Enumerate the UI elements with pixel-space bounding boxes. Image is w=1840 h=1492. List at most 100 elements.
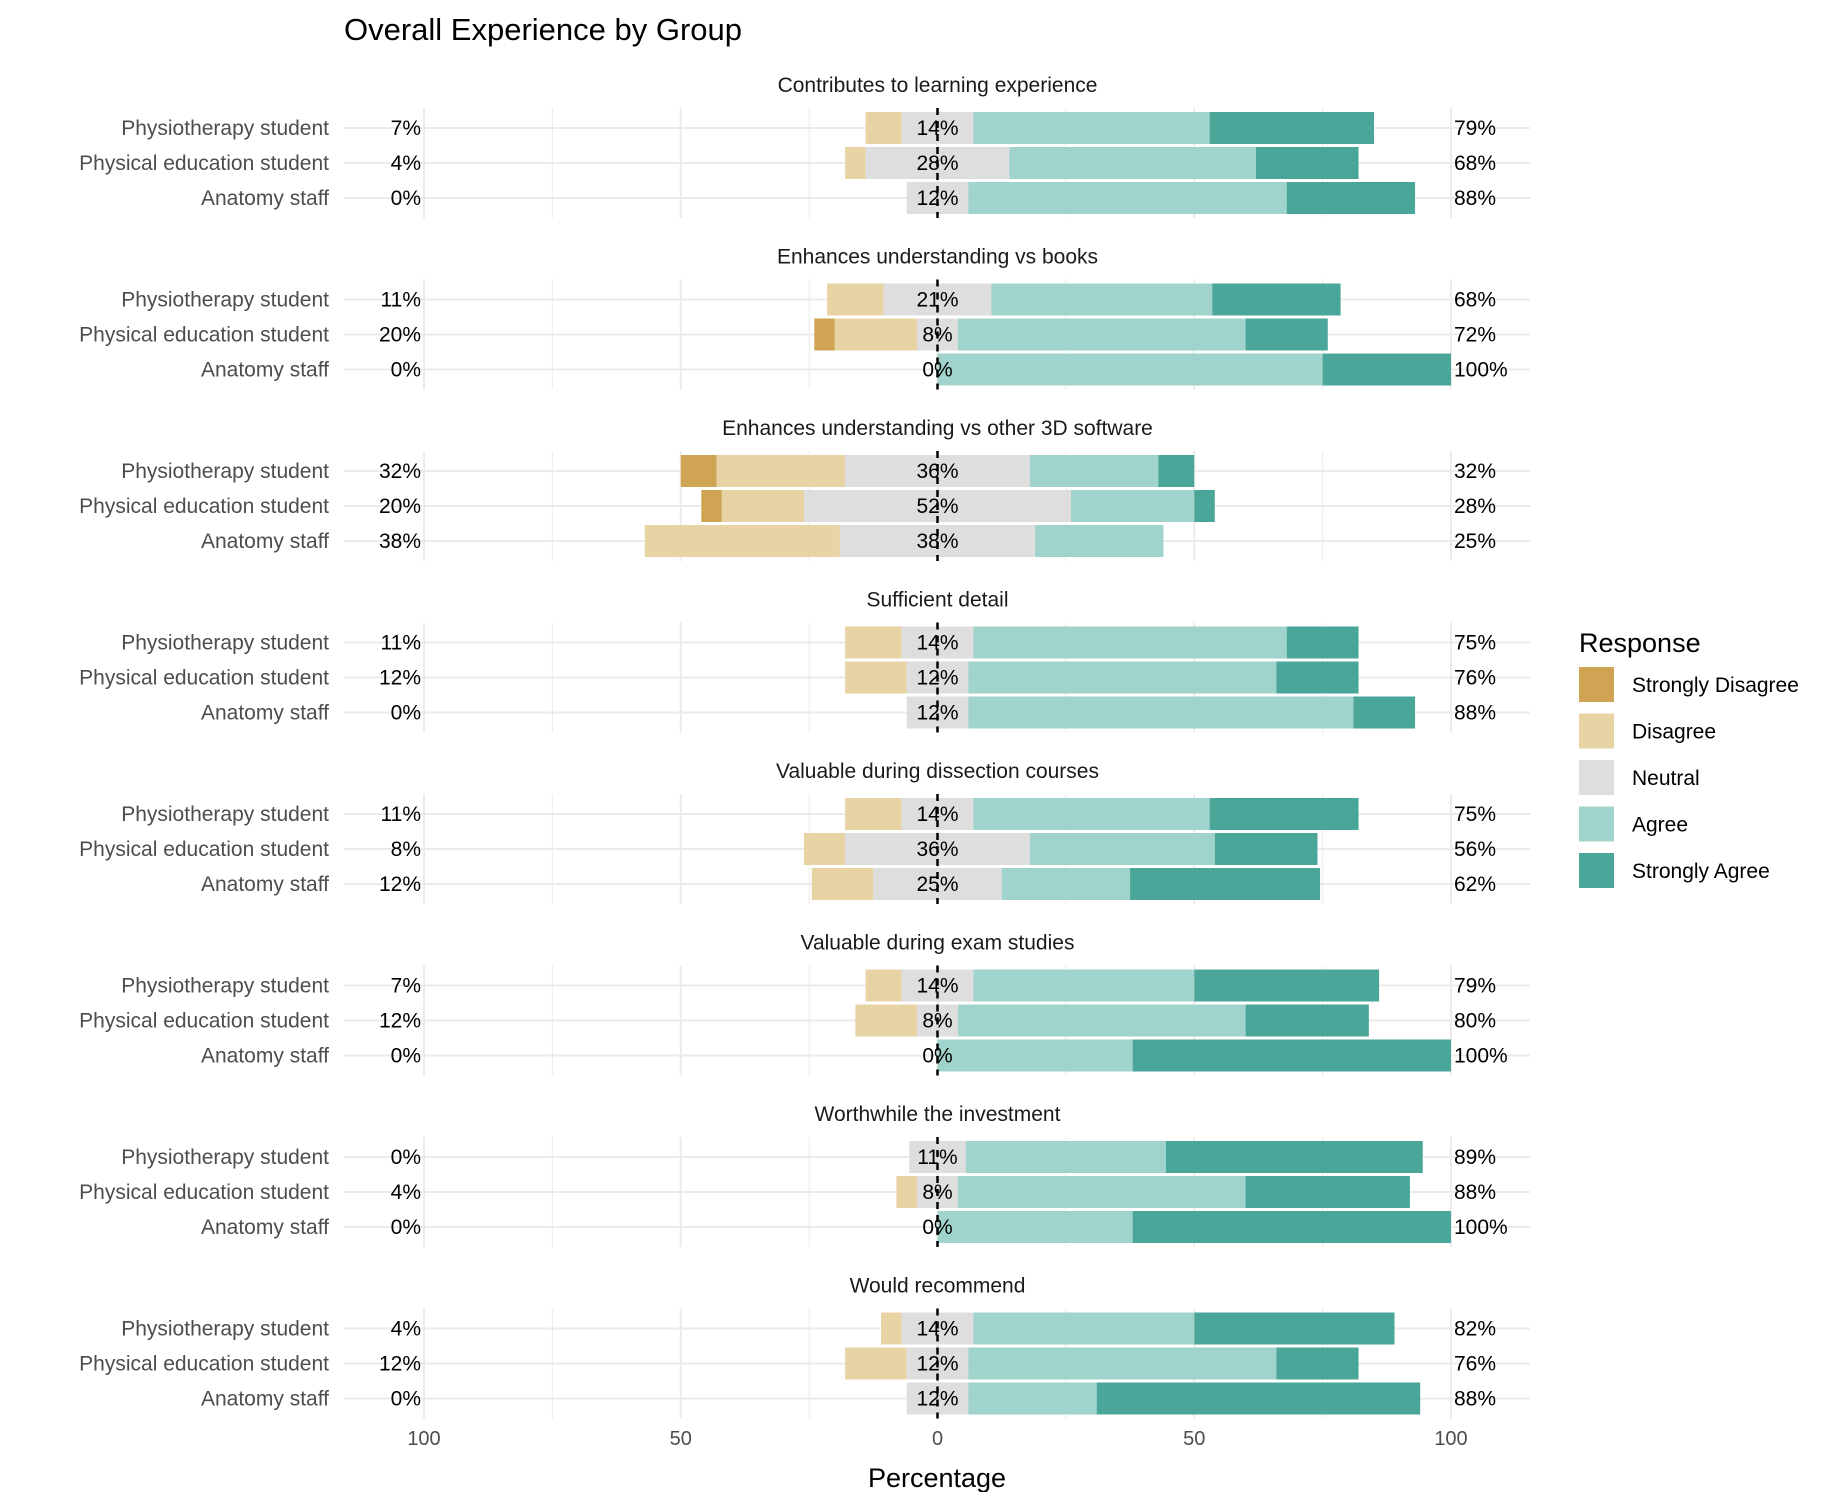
facet-title: Valuable during dissection courses: [776, 760, 1099, 783]
group-label: Physical education student: [79, 495, 329, 518]
bar-segment-disagree: [865, 112, 902, 144]
group-label: Anatomy staff: [201, 702, 329, 725]
chart-title: Overall Experience by Group: [344, 12, 742, 47]
positive-percent-label: 32%: [1454, 460, 1496, 483]
legend-label: Agree: [1632, 814, 1688, 837]
bar-segment-disagree: [845, 798, 902, 830]
group-label: Physical education student: [79, 1010, 329, 1033]
group-label: Anatomy staff: [201, 530, 329, 553]
bar-segment-strongly-agree: [1132, 1211, 1451, 1243]
bar-segment-agree: [968, 661, 1277, 694]
bar-segment-strongly-agree: [1209, 798, 1359, 830]
bar-segment-strongly-agree: [1286, 182, 1416, 214]
x-tick-label: 100: [407, 1428, 440, 1450]
negative-percent-label: 7%: [391, 117, 421, 140]
bar-segment-strongly-agree: [1255, 147, 1359, 179]
x-tick-label: 50: [1183, 1428, 1205, 1450]
bar-segment-agree: [968, 1347, 1277, 1380]
legend-swatch: [1579, 760, 1614, 795]
positive-percent-label: 68%: [1454, 289, 1496, 312]
neutral-percent-label: 38%: [916, 530, 958, 553]
bar-segment-strongly-disagree: [814, 318, 835, 351]
positive-percent-label: 75%: [1454, 803, 1496, 826]
negative-percent-label: 11%: [381, 803, 421, 826]
facet-panel: Enhances understanding vs other 3D softw…: [79, 417, 1530, 561]
negative-percent-label: 11%: [381, 289, 421, 312]
legend-label: Disagree: [1632, 721, 1716, 744]
bar-segment-disagree: [845, 661, 907, 694]
bar-segment-agree: [1001, 868, 1131, 900]
positive-percent-label: 88%: [1454, 1388, 1496, 1411]
negative-percent-label: 38%: [379, 530, 421, 553]
positive-percent-label: 88%: [1454, 187, 1496, 210]
positive-percent-label: 56%: [1454, 838, 1496, 861]
bar-segment-strongly-agree: [1245, 1004, 1369, 1037]
positive-percent-label: 25%: [1454, 530, 1496, 553]
neutral-percent-label: 14%: [916, 975, 958, 998]
bar-segment-disagree: [811, 868, 874, 900]
negative-percent-label: 0%: [391, 1388, 421, 1411]
bar-segment-strongly-agree: [1322, 353, 1451, 386]
neutral-percent-label: 0%: [922, 1045, 952, 1068]
facet-panel: Sufficient detail Physiotherapy student 11…: [79, 589, 1530, 733]
positive-percent-label: 76%: [1454, 667, 1496, 690]
legend-swatch: [1579, 667, 1614, 702]
bar-segment-strongly-agree: [1212, 283, 1341, 316]
bar-segment-disagree: [881, 1312, 902, 1345]
positive-percent-label: 28%: [1454, 495, 1496, 518]
bar-segment-agree: [1071, 490, 1195, 522]
group-label: Physiotherapy student: [121, 460, 329, 483]
neutral-percent-label: 25%: [916, 873, 958, 896]
neutral-percent-label: 12%: [916, 702, 958, 725]
bar-segment-agree: [937, 1211, 1133, 1243]
facet-panel: Would recommend Physiotherapy student 4% 14…: [79, 1275, 1530, 1419]
positive-percent-label: 79%: [1454, 975, 1496, 998]
negative-percent-label: 0%: [391, 359, 421, 382]
group-label: Anatomy staff: [201, 1216, 329, 1239]
group-label: Physiotherapy student: [121, 803, 329, 826]
legend-label: Strongly Agree: [1632, 860, 1770, 883]
neutral-percent-label: 14%: [916, 803, 958, 826]
bar-segment-disagree: [845, 626, 902, 659]
negative-percent-label: 0%: [391, 187, 421, 210]
group-label: Physical education student: [79, 1353, 329, 1376]
bar-segment-disagree: [716, 455, 846, 487]
positive-percent-label: 80%: [1454, 1010, 1496, 1033]
bar-segment-strongly-agree: [1194, 490, 1215, 522]
group-label: Anatomy staff: [201, 359, 329, 382]
facet-title: Enhances understanding vs other 3D softw…: [722, 417, 1153, 440]
bar-segment-agree: [958, 1004, 1246, 1037]
group-label: Physical education student: [79, 838, 329, 861]
group-label: Physiotherapy student: [121, 1146, 329, 1169]
bar-segment-agree: [1029, 455, 1159, 487]
bar-segment-disagree: [644, 525, 840, 557]
bar-segment-strongly-disagree: [680, 455, 717, 487]
positive-percent-label: 88%: [1454, 1181, 1496, 1204]
bar-segment-strongly-agree: [1276, 661, 1359, 694]
bar-segment-strongly-agree: [1130, 868, 1321, 900]
bar-segment-agree: [965, 1141, 1167, 1173]
facet-title: Valuable during exam studies: [801, 932, 1075, 955]
bar-segment-strongly-agree: [1194, 969, 1380, 1002]
positive-percent-label: 100%: [1454, 359, 1508, 382]
group-label: Physiotherapy student: [121, 632, 329, 655]
bar-segment-agree: [991, 283, 1213, 316]
facet-panel: Valuable during exam studies Physiotherap…: [79, 932, 1530, 1076]
bar-segment-agree: [968, 182, 1287, 214]
group-label: Physical education student: [79, 324, 329, 347]
bar-segment-agree: [973, 1312, 1195, 1345]
x-tick-label: 50: [670, 1428, 692, 1450]
negative-percent-label: 12%: [379, 873, 421, 896]
x-axis: 100 50 0 50 100: [407, 1428, 1467, 1450]
bar-segment-agree: [958, 318, 1246, 351]
group-label: Physiotherapy student: [121, 975, 329, 998]
facet-panel: Contributes to learning experience Physio…: [79, 74, 1530, 218]
negative-percent-label: 4%: [391, 152, 421, 175]
facet-panel: Enhances understanding vs books Physiothe…: [79, 246, 1530, 390]
bar-segment-strongly-agree: [1276, 1347, 1359, 1380]
bar-segment-agree: [973, 798, 1210, 830]
neutral-percent-label: 14%: [916, 1318, 958, 1341]
neutral-percent-label: 14%: [916, 632, 958, 655]
negative-percent-label: 20%: [379, 495, 421, 518]
